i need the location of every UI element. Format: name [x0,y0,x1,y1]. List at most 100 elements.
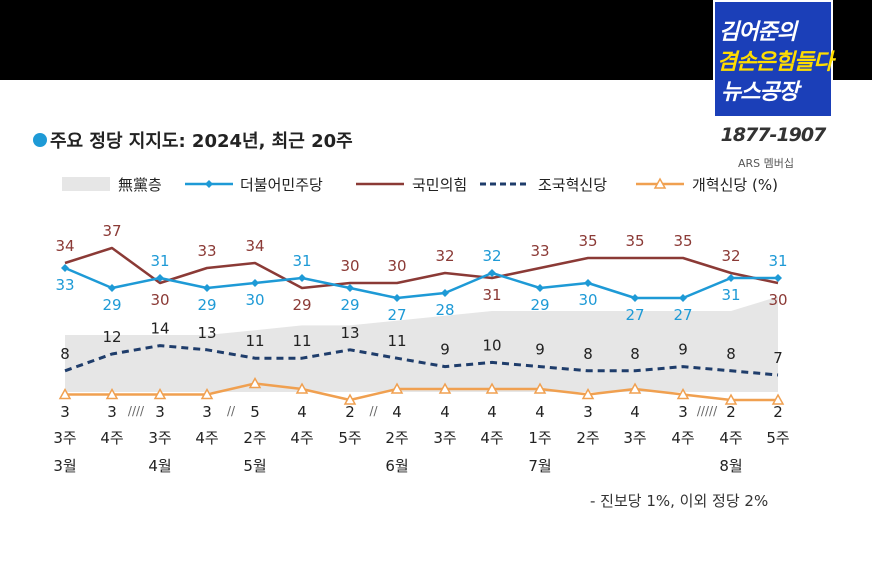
rebuilding-data-label: 14 [150,320,169,338]
reform-point [628,382,642,394]
legend-label-undecided: 無黨층 [118,176,162,194]
ppp-data-label: 34 [245,237,264,255]
ppp-data-label: 31 [482,286,501,304]
rebuilding-data-label: 8 [726,345,736,363]
democratic-data-label: 29 [530,296,549,314]
ppp-data-label: 34 [55,237,74,255]
chart-title: 주요 정당 지지도: 2024년, 최근 20주 [50,131,353,152]
x-tick-label: 4주 [671,429,694,447]
x-tick-label: 2주 [243,429,266,447]
reform-data-label: 2 [345,403,355,421]
ppp-data-label: 30 [150,291,169,309]
reform-point [771,393,785,405]
reform-data-label: 3 [60,403,70,421]
ppp-data-label: 37 [102,222,121,240]
democratic-data-label: 29 [102,296,121,314]
month-label: 8월 [719,457,742,475]
democratic-data-label: 30 [245,291,264,309]
ppp-data-label: 32 [435,247,454,265]
x-tick-label: 3주 [623,429,646,447]
x-tick-label: 4주 [100,429,123,447]
legend-label-rebuilding: 조국혁신당 [538,176,607,194]
rebuilding-data-label: 8 [60,345,70,363]
x-tick-label: 4주 [719,429,742,447]
reform-data-label: 4 [535,403,545,421]
democratic-data-label: 33 [55,276,74,294]
legend-label-reform: 개혁신당 (%) [692,176,778,194]
reform-point [295,382,309,394]
legend-marker-reform [653,177,667,189]
democratic-point [298,274,306,282]
ppp-data-label: 30 [340,257,359,275]
reform-data-label: 3 [583,403,593,421]
ppp-data-label: 32 [721,247,740,265]
ppp-data-label: 30 [768,291,787,309]
democratic-data-label: 31 [292,252,311,270]
democratic-data-label: 28 [435,301,454,319]
democratic-point [251,279,259,287]
reform-data-label: 3 [107,403,117,421]
rebuilding-data-label: 9 [440,341,450,359]
month-label: 6월 [385,457,408,475]
democratic-data-label: 30 [578,291,597,309]
reform-point [724,393,738,405]
ppp-data-label: 35 [673,232,692,250]
rebuilding-data-label: 11 [245,332,264,350]
democratic-data-label: 29 [340,296,359,314]
democratic-point [631,294,639,302]
democratic-data-label: 29 [197,296,216,314]
rebuilding-line [64,344,779,377]
democratic-point [108,284,116,292]
democratic-data-label: 27 [625,306,644,324]
axis-break-marker: ///// [697,404,718,418]
reform-data-label: 3 [155,403,165,421]
axis-break-marker: // [369,404,378,418]
logo-line3: 뉴스공장 [721,80,799,105]
reform-data-label: 4 [630,403,640,421]
rebuilding-data-label: 9 [535,341,545,359]
rebuilding-data-label: 10 [482,336,501,354]
undecided-area [65,296,778,392]
democratic-line [64,266,778,300]
rebuilding-data-label: 13 [340,324,359,342]
reform-data-label: 5 [250,403,260,421]
democratic-point [536,284,544,292]
x-tick-label: 2주 [385,429,408,447]
month-label: 4월 [148,457,171,475]
ppp-data-label: 35 [625,232,644,250]
reform-point [485,382,499,394]
democratic-point [488,269,496,277]
rebuilding-data-label: 13 [197,324,216,342]
democratic-data-label: 31 [768,252,787,270]
democratic-point [774,274,782,282]
axis-break-marker: //// [128,404,145,418]
ppp-data-label: 33 [197,242,216,260]
ppp-data-label: 33 [530,242,549,260]
reform-data-label: 4 [440,403,450,421]
democratic-point [393,294,401,302]
rebuilding-data-label: 12 [102,328,121,346]
reform-point [248,376,262,389]
reform-data-label: 2 [773,403,783,421]
x-tick-label: 3주 [148,429,171,447]
reform-point [343,393,357,405]
reform-point [105,387,119,400]
x-tick-label: 1주 [528,429,551,447]
legend-label-democratic: 더불어민주당 [240,176,323,194]
legend-swatch-undecided [62,177,110,191]
x-tick-label: 3주 [433,429,456,447]
legend-marker-democratic [205,180,213,188]
democratic-data-label: 27 [673,306,692,324]
reform-data-label: 4 [297,403,307,421]
month-label: 7월 [528,457,551,475]
reform-data-label: 3 [678,403,688,421]
rebuilding-data-label: 8 [630,345,640,363]
reform-point [153,387,167,400]
reform-point [58,387,72,400]
rebuilding-data-label: 8 [583,345,593,363]
reform-point [581,387,595,400]
x-tick-label: 5주 [766,429,789,447]
month-label: 3월 [53,457,76,475]
democratic-point [679,294,687,302]
ppp-data-label: 35 [578,232,597,250]
